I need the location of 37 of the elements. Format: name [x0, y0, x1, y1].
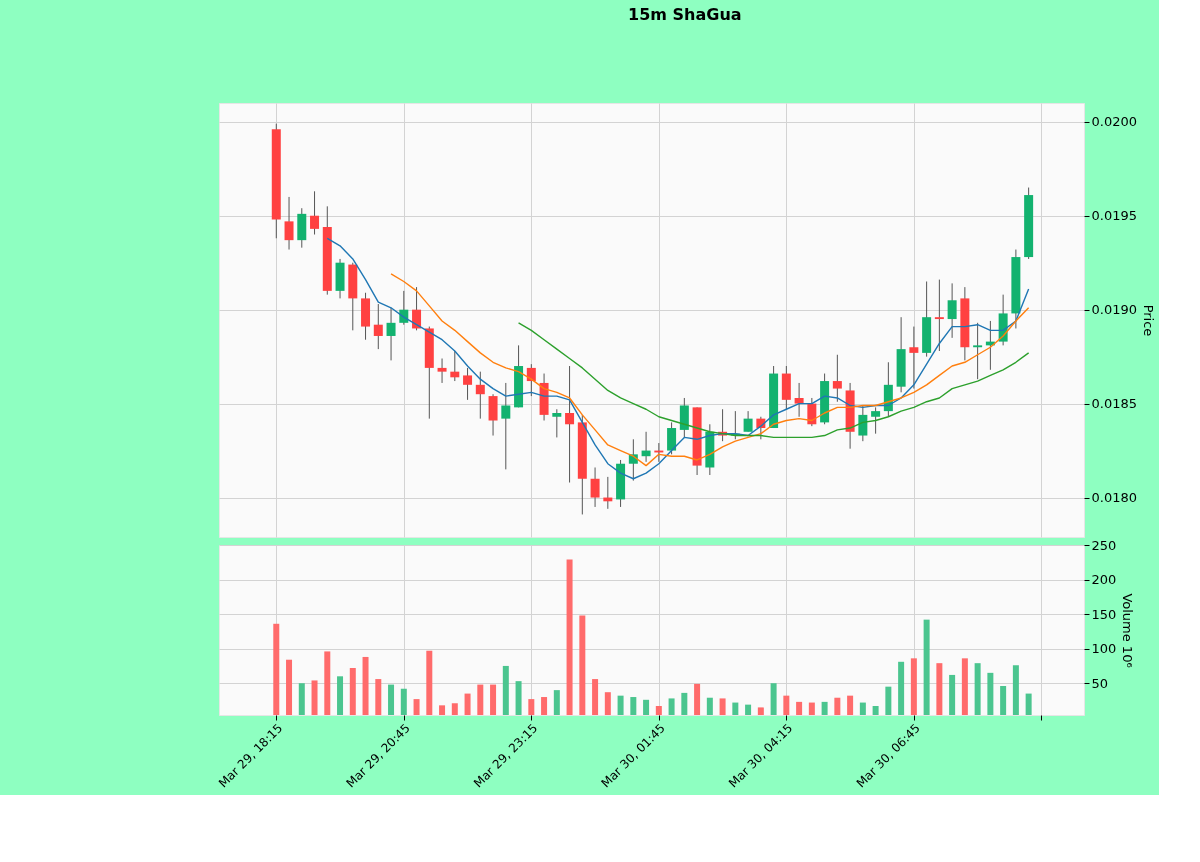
y-axis-title: Price — [1140, 304, 1156, 337]
line-series — [517, 322, 1030, 439]
candlestick — [909, 326, 919, 390]
candlestick — [934, 279, 944, 352]
y-axis-title: Volume 10⁶ — [1120, 593, 1136, 668]
candlestick — [463, 367, 473, 401]
line-series — [390, 273, 1030, 467]
candlestick — [284, 196, 294, 251]
candlestick — [552, 408, 562, 438]
candlestick — [743, 410, 753, 433]
y-tick-label: 0.0180 — [1091, 490, 1137, 506]
candlestick — [973, 322, 983, 380]
candlestick — [947, 282, 957, 339]
candlestick — [386, 307, 396, 361]
chart-title: 15m ShaGua — [628, 4, 742, 24]
candlestick — [475, 371, 485, 420]
candlestick — [590, 466, 600, 508]
candlestick — [858, 404, 868, 442]
candlestick — [437, 358, 447, 384]
candlestick — [565, 365, 575, 484]
y-tick-label: 0.0185 — [1091, 396, 1137, 412]
candlestick — [501, 382, 511, 470]
candlestick — [667, 421, 677, 455]
y-tick-label: 0.0195 — [1091, 208, 1137, 224]
candlestick — [794, 382, 804, 418]
y-tick-label: 50 — [1091, 675, 1109, 691]
y-tick-label: 150 — [1091, 606, 1117, 622]
candlestick — [871, 406, 881, 435]
candlestick — [373, 303, 383, 350]
y-tick-label: 100 — [1091, 641, 1117, 657]
y-tick-label: 0.0200 — [1091, 114, 1137, 130]
candlestick — [832, 354, 842, 403]
y-tick-label: 0.0190 — [1091, 302, 1137, 318]
line-series — [326, 237, 1030, 480]
y-tick-label: 200 — [1091, 572, 1117, 588]
y-tick-label: 250 — [1091, 537, 1117, 553]
candlestick — [310, 190, 320, 236]
